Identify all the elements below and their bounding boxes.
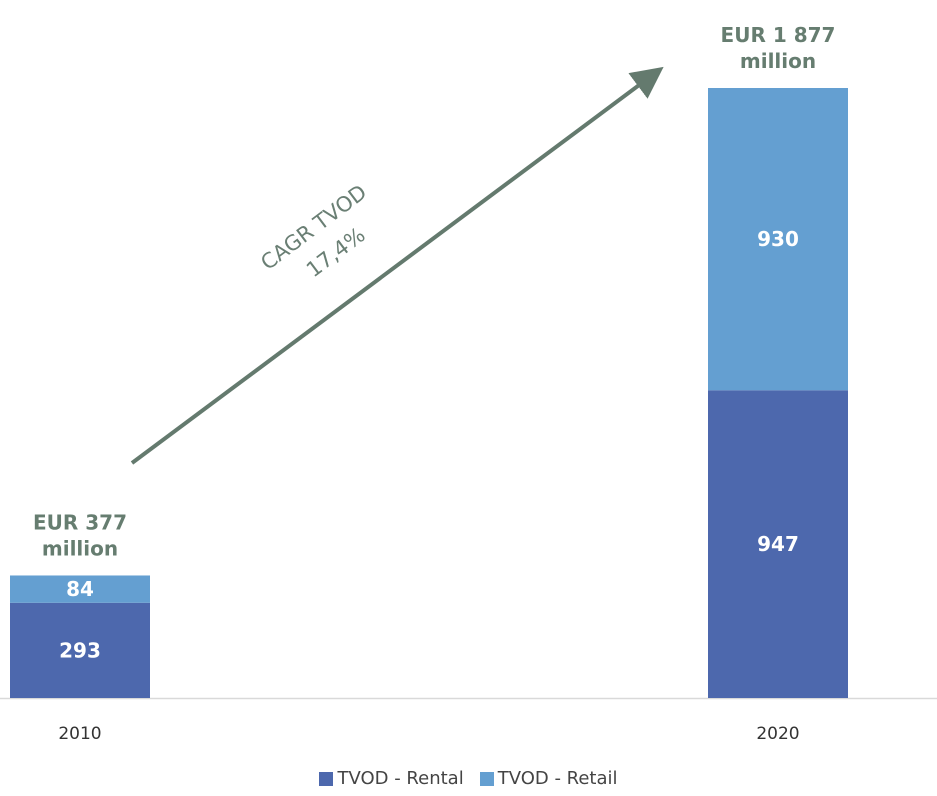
- legend-label-rental: TVOD - Rental: [337, 768, 464, 789]
- legend-item-retail: TVOD - Retail: [479, 768, 618, 789]
- cagr-arrow: [130, 66, 664, 465]
- bar-2020-rental: [708, 390, 848, 698]
- legend: TVOD - Rental TVOD - Retail: [0, 768, 937, 789]
- x-tick-2010: 2010: [58, 724, 101, 744]
- bar-2010-retail: [10, 575, 150, 603]
- data-label-2010-retail: 84: [66, 577, 94, 601]
- legend-label-retail: TVOD - Retail: [497, 768, 618, 789]
- legend-swatch-rental: [319, 771, 334, 786]
- data-label-2010-rental: 293: [59, 638, 101, 662]
- legend-swatch-retail: [479, 771, 494, 786]
- total-label-2020-line1: EUR 1 877: [721, 23, 836, 47]
- bar-2010-rental: [10, 602, 150, 698]
- data-label-2020-retail: 930: [757, 227, 799, 251]
- total-label-2010-line2: million: [42, 536, 118, 560]
- total-label-2020-line2: million: [740, 49, 816, 73]
- data-label-2020-rental: 947: [757, 532, 799, 556]
- bar-2020-retail: [708, 88, 848, 391]
- total-label-2010-line1: EUR 377: [33, 510, 127, 534]
- legend-item-rental: TVOD - Rental: [319, 768, 464, 789]
- x-tick-2020: 2020: [756, 724, 799, 744]
